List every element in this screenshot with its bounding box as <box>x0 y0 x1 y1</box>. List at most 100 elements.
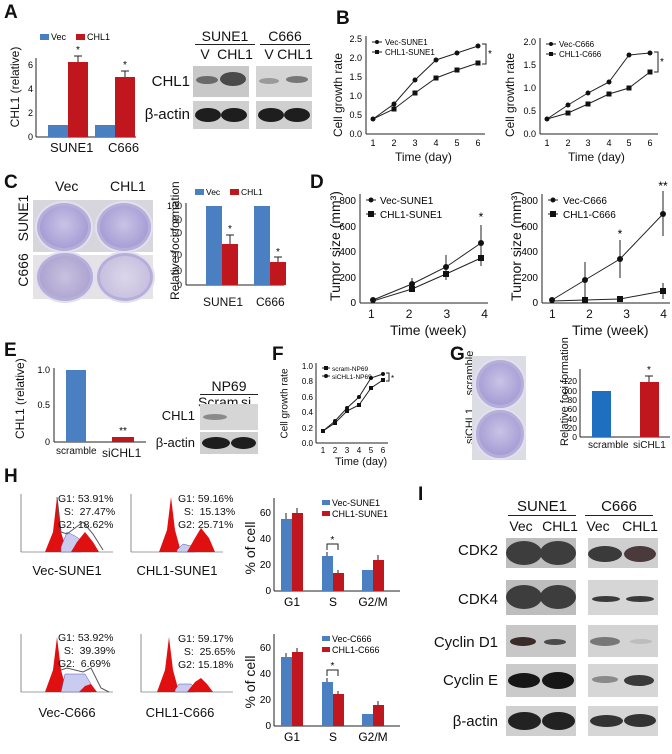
flow-stats-chl1-c666: G1: 59.17% S: 25.65% G2: 15.18% <box>178 633 236 671</box>
svg-text:*: * <box>331 661 335 672</box>
svg-text:4: 4 <box>433 138 438 148</box>
svg-text:2.0: 2.0 <box>349 53 362 63</box>
i-blot-cyclind1-sune1 <box>506 625 576 657</box>
h-bottom-ylabel: % of cell <box>242 655 258 709</box>
svg-text:6: 6 <box>475 138 480 148</box>
svg-text:100: 100 <box>563 386 577 396</box>
b-left-ylabel: Cell growth rate <box>331 52 345 138</box>
g-dish-photo <box>472 356 526 460</box>
svg-text:1: 1 <box>544 138 549 148</box>
svg-text:1.0: 1.0 <box>523 83 536 93</box>
a-lane-v1: V <box>200 46 210 62</box>
chart-d-tumor: 0 200 400 600 800 * Vec-SUNE1 CHL1-SUNE1… <box>339 180 670 309</box>
e-blot-group-np69: NP69 <box>200 378 258 395</box>
svg-text:0: 0 <box>350 298 356 309</box>
svg-text:20: 20 <box>172 266 182 276</box>
b-left-xlabel: Time (day) <box>395 150 452 164</box>
svg-text:3: 3 <box>345 446 350 455</box>
panel-label-d: D <box>310 172 324 193</box>
svg-text:*: * <box>647 365 651 376</box>
svg-text:*: * <box>479 210 484 224</box>
e-blot-actin <box>200 432 258 454</box>
f-ylabel: Cell growth rate <box>279 368 291 439</box>
line-chl1-sune1 <box>372 62 479 120</box>
i-group-c666: C666 <box>585 498 653 516</box>
a-lane-chl1-2: CHL1 <box>277 46 313 62</box>
i-row-actin: β-actin <box>452 713 498 730</box>
panel-label-g: G <box>450 344 465 365</box>
i-blot-cdk2-c666 <box>588 538 658 568</box>
i-row-cyclin-d1: Cyclin D1 <box>433 634 498 651</box>
svg-text:1.0: 1.0 <box>302 362 314 371</box>
c-dish-photo-c666 <box>33 251 155 303</box>
a-blot-group-sune1: SUNE1 <box>195 28 255 45</box>
svg-text:2: 2 <box>333 446 338 455</box>
panel-label-i: I <box>418 484 424 505</box>
svg-text:400: 400 <box>521 247 538 258</box>
svg-text:0: 0 <box>28 132 33 142</box>
svg-text:40: 40 <box>260 534 272 545</box>
i-blot-cycline-sune1 <box>506 664 576 697</box>
svg-text:S: S <box>329 730 337 744</box>
svg-text:2: 2 <box>391 138 396 148</box>
h-top-ylabel: % of cell <box>242 521 258 575</box>
a-lane-v2: V <box>264 46 274 62</box>
svg-text:60: 60 <box>172 228 182 238</box>
legend-vec: Vec <box>51 32 67 42</box>
flow-stats-vec-c666: G1: 53.92% S: 39.39% G2: 6.69% <box>58 632 116 670</box>
f-xlabel: Time (day) <box>335 456 388 468</box>
svg-text:G2/M: G2/M <box>358 730 387 744</box>
legend-d-chl1-sune1: CHL1-SUNE1 <box>380 210 443 221</box>
i-blot-actin-sune1 <box>506 706 576 736</box>
flow-histogram-chl1-sune1 <box>130 494 223 553</box>
i-blot-cdk2-sune1 <box>506 538 576 568</box>
e-xtick-scramble: scramble <box>56 446 97 457</box>
svg-text:4: 4 <box>606 138 611 148</box>
svg-text:60: 60 <box>568 404 578 414</box>
flow-caption-chl1-c666: CHL1-C666 <box>145 705 215 720</box>
svg-text:0: 0 <box>265 721 271 732</box>
bar-e-scramble <box>66 370 86 442</box>
i-blot-cdk4-c666 <box>588 580 658 615</box>
i-blot-cycline-c666 <box>588 664 658 697</box>
svg-text:4: 4 <box>357 446 362 455</box>
legend-swatch-vec <box>40 34 49 40</box>
svg-text:G2/M: G2/M <box>358 595 387 608</box>
i-blot-cyclind1-c666 <box>588 625 658 657</box>
svg-text:G1: G1 <box>284 730 300 744</box>
svg-text:60: 60 <box>260 508 272 519</box>
bar-a-c666-vec <box>95 125 115 137</box>
flow-histogram-chl1-c666 <box>140 634 233 693</box>
svg-text:1: 1 <box>321 446 326 455</box>
c-col-chl1: CHL1 <box>110 178 146 194</box>
panel-label-e: E <box>4 340 17 361</box>
svg-text:*: * <box>488 49 492 60</box>
svg-text:800: 800 <box>339 196 356 207</box>
i-row-cdk4: CDK4 <box>457 591 498 608</box>
bar-a-sune1-chl1 <box>68 62 88 137</box>
svg-text:100: 100 <box>167 201 182 211</box>
a-xtick-c666: C666 <box>108 140 140 155</box>
c-xtick-sune1: SUNE1 <box>203 295 244 309</box>
svg-text:60: 60 <box>260 643 272 654</box>
svg-text:G1: G1 <box>284 595 300 608</box>
svg-text:S: S <box>329 595 337 608</box>
bar-g-sichl1 <box>640 382 659 437</box>
e-lane-si: si <box>240 394 252 410</box>
c-dish-photo-sune1 <box>33 200 153 253</box>
svg-text:800: 800 <box>521 196 538 207</box>
svg-text:4: 4 <box>28 84 33 94</box>
svg-text:120: 120 <box>563 376 577 386</box>
svg-text:0.6: 0.6 <box>302 393 314 402</box>
svg-text:1: 1 <box>370 138 375 148</box>
svg-text:1.5: 1.5 <box>349 72 362 82</box>
a-ylabel: CHL1 (relative) <box>8 46 22 128</box>
svg-text:0.0: 0.0 <box>302 439 314 448</box>
a-blot-row-actin: β-actin <box>144 106 190 123</box>
svg-text:0.5: 0.5 <box>349 110 362 120</box>
flow-histogram-vec-sune1 <box>20 494 113 553</box>
svg-text:0: 0 <box>45 437 50 446</box>
legend-c-chl1: CHL1 <box>241 187 263 197</box>
svg-text:**: ** <box>119 426 127 437</box>
